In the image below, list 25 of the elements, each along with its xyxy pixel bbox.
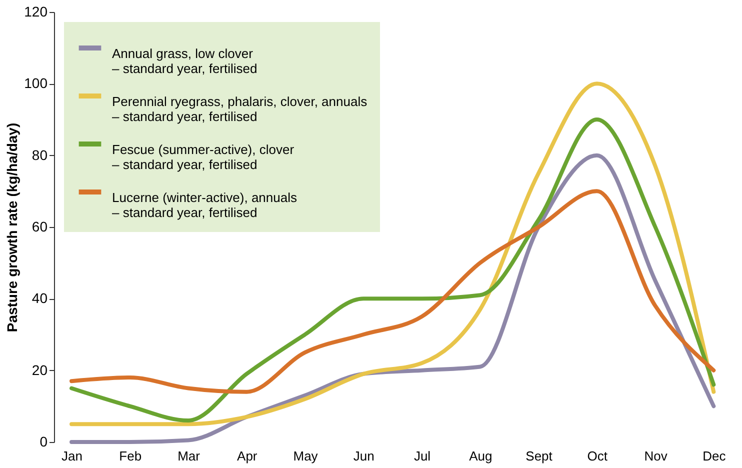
y-axis-title: Pasture growth rate (kg/ha/day) <box>4 122 20 332</box>
x-tick-label: Sept <box>526 448 553 464</box>
x-tick-label: Jan <box>62 448 82 464</box>
x-tick-label: Aug <box>469 448 492 464</box>
y-tick-label: 120 <box>24 4 48 20</box>
x-tick-label: Nov <box>644 448 668 464</box>
x-tick-label: Jun <box>353 448 374 464</box>
legend-label: Lucerne (winter-active), annuals – standard year, fertilised <box>112 190 298 220</box>
legend-label: Fescue (summer-active), clover – standard year, fertilised <box>112 142 295 172</box>
x-tick-label: Jul <box>414 448 431 464</box>
y-tick-label: 100 <box>24 75 48 92</box>
x-tick-label: Mar <box>178 448 201 464</box>
y-tick-label: 40 <box>32 290 48 306</box>
x-tick-label: Dec <box>702 448 726 464</box>
y-tick-label: 20 <box>32 362 48 378</box>
legend-label: Annual grass, low clover – standard year, fertilised <box>112 46 258 76</box>
legend-label: Perennial ryegrass, phalaris, clover, annuals – standard year, fertilised <box>112 94 368 124</box>
x-tick-label: Apr <box>237 448 258 464</box>
line-series <box>70 189 716 394</box>
y-tick-label: 80 <box>32 146 48 163</box>
x-tick-label: Oct <box>587 448 608 464</box>
y-tick-label: 60 <box>32 218 48 234</box>
x-tick-label: Feb <box>119 448 142 464</box>
x-tick-label: May <box>293 448 318 464</box>
y-tick-label: 0 <box>40 434 48 450</box>
